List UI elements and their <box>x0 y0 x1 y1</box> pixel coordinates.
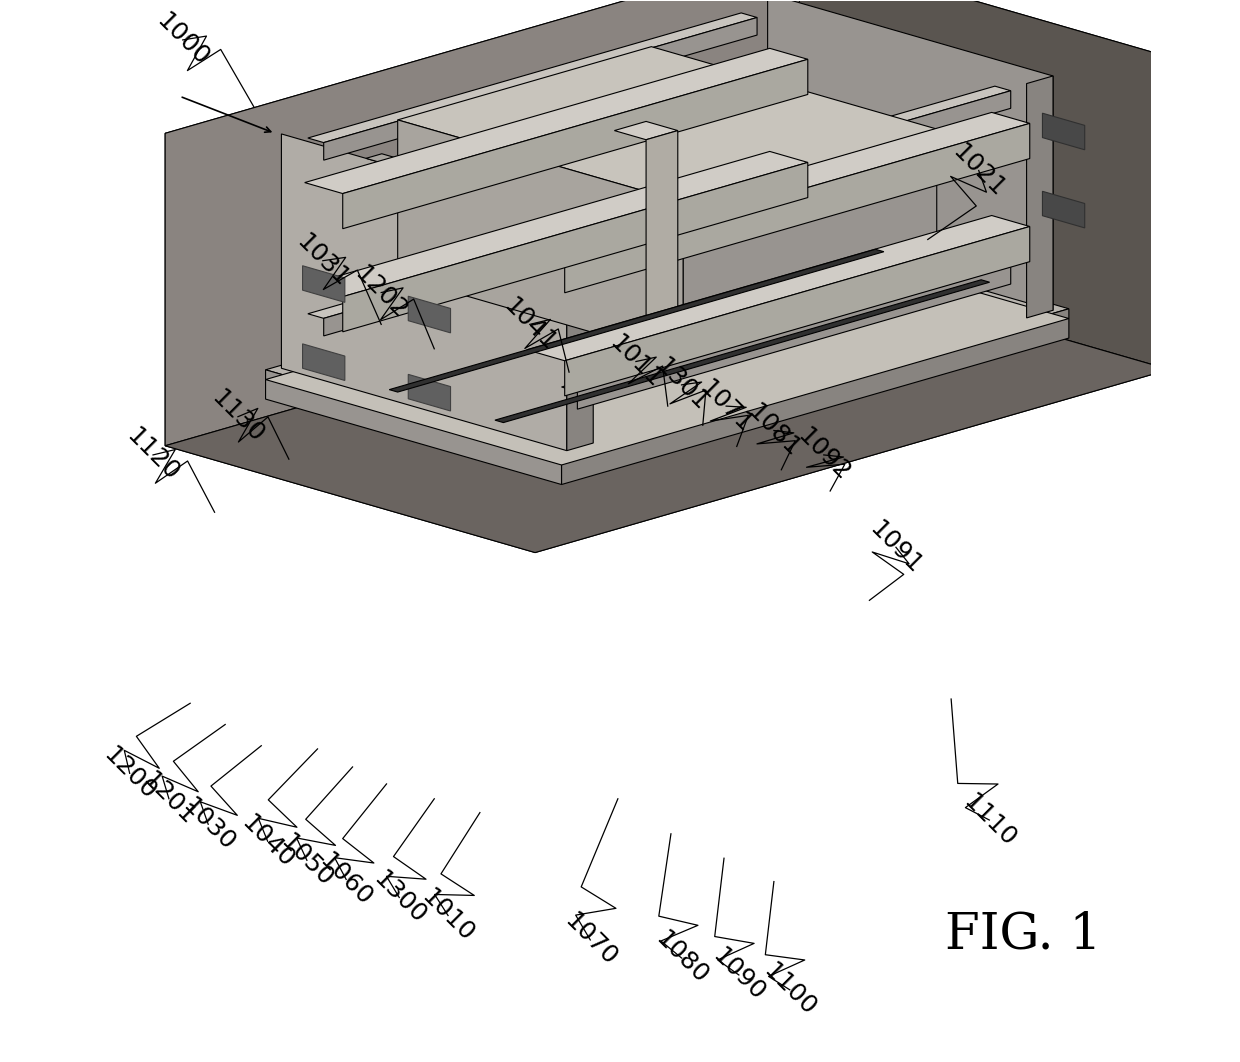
Text: 1100: 1100 <box>759 959 821 1021</box>
Polygon shape <box>578 267 1011 409</box>
Text: 1041: 1041 <box>498 293 560 356</box>
Polygon shape <box>614 121 678 140</box>
Polygon shape <box>1043 191 1085 228</box>
Text: 1092: 1092 <box>792 424 854 486</box>
Polygon shape <box>305 152 807 296</box>
Polygon shape <box>389 250 884 392</box>
Text: 1050: 1050 <box>277 829 337 891</box>
Polygon shape <box>303 344 345 380</box>
Polygon shape <box>308 189 758 319</box>
Polygon shape <box>305 49 807 193</box>
Polygon shape <box>683 63 985 149</box>
Polygon shape <box>567 209 593 450</box>
Polygon shape <box>527 216 1029 361</box>
Text: 1031: 1031 <box>291 229 353 292</box>
Polygon shape <box>165 262 1169 552</box>
Polygon shape <box>527 113 1029 258</box>
Polygon shape <box>265 223 1069 456</box>
Text: FIG. 1: FIG. 1 <box>945 910 1101 959</box>
Polygon shape <box>1027 76 1053 318</box>
Text: 1021: 1021 <box>947 139 1009 202</box>
Polygon shape <box>768 0 1053 310</box>
Polygon shape <box>536 57 1169 552</box>
Polygon shape <box>165 0 1169 240</box>
Polygon shape <box>281 134 567 450</box>
Polygon shape <box>564 123 1029 293</box>
Polygon shape <box>578 90 1011 234</box>
Text: 1201: 1201 <box>138 768 200 829</box>
Polygon shape <box>366 154 667 241</box>
Text: 1200: 1200 <box>99 742 161 804</box>
Polygon shape <box>408 375 450 411</box>
Text: 1301: 1301 <box>651 354 713 416</box>
Text: 1040: 1040 <box>237 810 299 872</box>
Text: 1010: 1010 <box>417 885 479 946</box>
Text: 1202: 1202 <box>350 261 412 324</box>
Polygon shape <box>562 309 1069 484</box>
Polygon shape <box>342 162 807 331</box>
Polygon shape <box>578 92 879 179</box>
Polygon shape <box>308 13 758 142</box>
Polygon shape <box>324 193 758 336</box>
Polygon shape <box>265 233 1069 465</box>
Polygon shape <box>471 123 773 210</box>
Polygon shape <box>562 86 1011 216</box>
Text: 1000: 1000 <box>151 8 213 71</box>
Polygon shape <box>165 134 536 552</box>
Text: 1030: 1030 <box>177 793 239 855</box>
Text: 1011: 1011 <box>605 330 667 393</box>
Text: 1090: 1090 <box>708 944 770 1006</box>
Text: 1110: 1110 <box>959 789 1021 851</box>
Polygon shape <box>408 296 450 332</box>
Polygon shape <box>324 17 758 160</box>
Polygon shape <box>342 59 807 228</box>
Polygon shape <box>646 131 678 315</box>
Text: 1130: 1130 <box>207 386 269 448</box>
Polygon shape <box>265 370 562 484</box>
Polygon shape <box>398 47 936 202</box>
Text: 1091: 1091 <box>866 516 926 578</box>
Text: 1081: 1081 <box>743 399 805 462</box>
Text: 1120: 1120 <box>122 424 184 486</box>
Polygon shape <box>800 0 1169 370</box>
Text: 1300: 1300 <box>368 867 430 928</box>
Text: 1080: 1080 <box>651 927 713 989</box>
Text: 1071: 1071 <box>696 375 758 438</box>
Polygon shape <box>1043 114 1085 150</box>
Polygon shape <box>165 0 800 446</box>
Polygon shape <box>562 262 1011 392</box>
Text: 1070: 1070 <box>559 909 621 971</box>
Polygon shape <box>564 226 1029 396</box>
Polygon shape <box>683 130 936 359</box>
Polygon shape <box>495 279 990 423</box>
Polygon shape <box>398 120 683 359</box>
Polygon shape <box>303 266 345 303</box>
Text: 1060: 1060 <box>315 849 377 910</box>
